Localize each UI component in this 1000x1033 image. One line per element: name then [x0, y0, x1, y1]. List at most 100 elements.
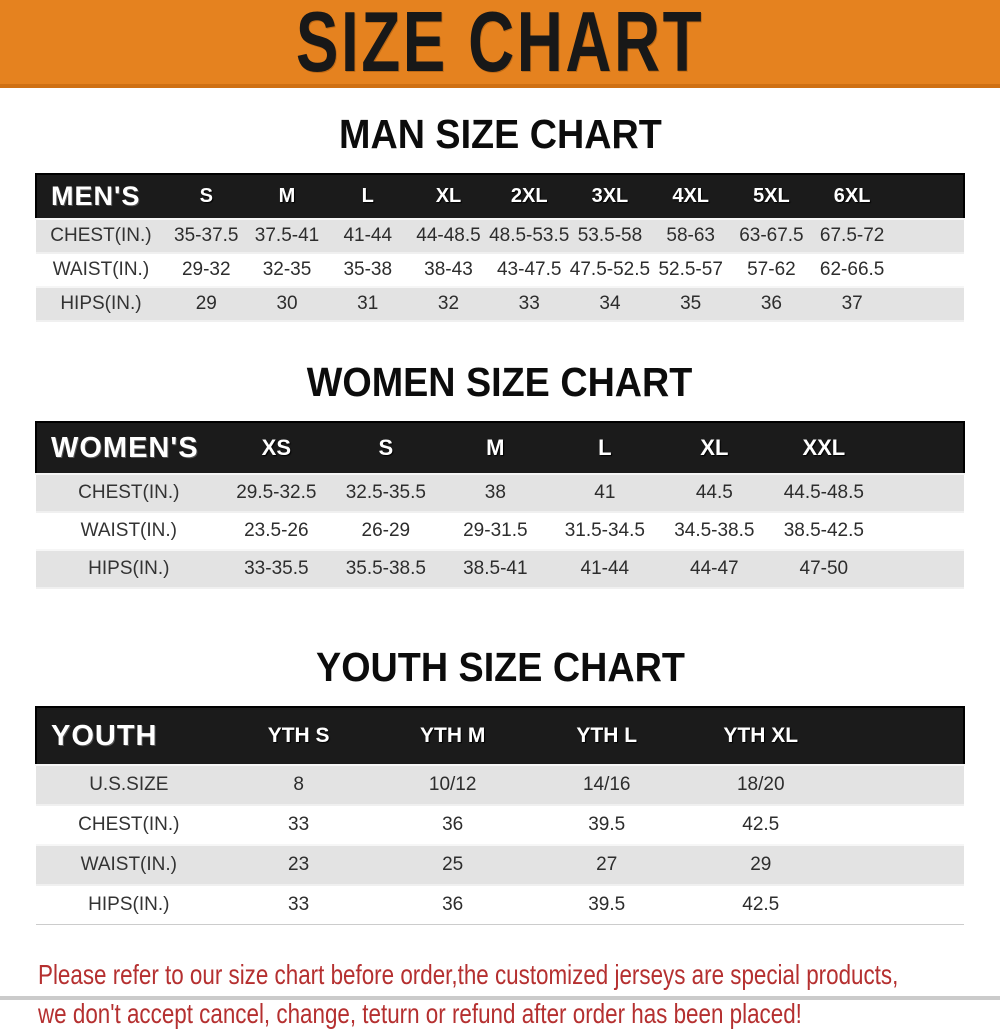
men-value-cell: 63-67.5: [731, 218, 812, 254]
women-row-filler: [878, 512, 964, 550]
men-value-cell: 29: [165, 286, 247, 322]
men-size-column-3: L: [327, 174, 409, 219]
women-row-filler: [878, 473, 964, 513]
men-value-cell: 31: [327, 286, 409, 322]
men-value-cell: 58-63: [650, 218, 732, 254]
women-size-section: WOMEN SIZE CHART WOMEN'S XS S M L XL XXL CHEST(…: [0, 362, 1000, 589]
women-value-cell: 44.5: [659, 473, 770, 513]
youth-value-cell: 36: [375, 805, 530, 845]
women-value-cell: 31.5-34.5: [550, 512, 660, 550]
women-header-filler: [878, 422, 964, 474]
youth-value-cell: 33: [221, 885, 376, 925]
bottom-divider: [0, 996, 1000, 1000]
men-size-column-5: 2XL: [488, 174, 570, 219]
women-size-column-4: L: [550, 422, 660, 474]
men-value-cell: 37.5-41: [246, 218, 328, 254]
youth-value-cell: 39.5: [529, 885, 684, 925]
women-value-cell: 41-44: [550, 549, 660, 589]
men-value-cell: 30: [246, 286, 328, 322]
men-row-label: WAIST(IN.): [36, 253, 166, 287]
youth-size-column-3: YTH L: [529, 707, 684, 765]
youth-row-hips-in: HIPS(IN.) 33 36 39.5 42.5: [36, 885, 964, 925]
youth-value-cell: 42.5: [683, 805, 838, 845]
men-size-column-9: 6XL: [811, 174, 893, 219]
men-row-waist-in: WAIST(IN.) 29-32 32-35 35-38 38-43 43-47.5 47.…: [36, 253, 964, 287]
men-value-cell: 32: [408, 286, 489, 322]
women-value-cell: 34.5-38.5: [659, 512, 770, 550]
women-row-filler: [878, 549, 964, 589]
women-value-cell: 41: [550, 473, 660, 513]
men-value-cell: 57-62: [731, 253, 812, 287]
youth-size-column-4: YTH XL: [683, 707, 838, 765]
youth-header-filler: [837, 707, 964, 765]
men-value-cell: 44-48.5: [408, 218, 489, 254]
men-value-cell: 48.5-53.5: [488, 218, 570, 254]
women-value-cell: 44-47: [659, 549, 770, 589]
women-value-cell: 26-29: [331, 512, 441, 550]
youth-row-label: WAIST(IN.): [36, 844, 222, 886]
banner: SIZE CHART: [0, 0, 1000, 90]
men-size-column-4: XL: [408, 174, 489, 219]
youth-row-u-s-size: U.S.SIZE 8 10/12 14/16 18/20: [36, 764, 964, 806]
women-row-waist-in: WAIST(IN.) 23.5-26 26-29 29-31.5 31.5-34.5 34…: [36, 512, 964, 550]
men-value-cell: 35-37.5: [165, 218, 247, 254]
notice-line-1: Please refer to our size chart before or…: [38, 959, 899, 990]
women-value-cell: 32.5-35.5: [331, 473, 441, 513]
men-value-cell: 29-32: [165, 253, 247, 287]
youth-row-label: HIPS(IN.): [36, 885, 222, 925]
youth-value-cell: 18/20: [683, 764, 838, 806]
youth-size-column-2: YTH M: [375, 707, 530, 765]
men-value-cell: 35: [650, 286, 732, 322]
men-size-column-1: S: [165, 174, 247, 219]
youth-size-column-1: YTH S: [221, 707, 376, 765]
youth-value-cell: 29: [683, 844, 838, 886]
women-value-cell: 44.5-48.5: [769, 473, 879, 513]
men-row-filler: [892, 286, 964, 322]
men-row-label: HIPS(IN.): [36, 286, 166, 322]
youth-value-cell: 27: [529, 844, 684, 886]
women-value-cell: 47-50: [769, 549, 879, 589]
women-value-cell: 38.5-42.5: [769, 512, 879, 550]
men-value-cell: 37: [811, 286, 893, 322]
women-value-cell: 23.5-26: [221, 512, 332, 550]
women-value-cell: 38.5-41: [440, 549, 551, 589]
men-value-cell: 43-47.5: [488, 253, 570, 287]
men-header-filler: [892, 174, 964, 219]
men-value-cell: 53.5-58: [569, 218, 651, 254]
women-row-label: HIPS(IN.): [36, 549, 222, 589]
youth-value-cell: 36: [375, 885, 530, 925]
men-size-section: MAN SIZE CHART MEN'S S M L XL 2XL 3XL 4XL 5XL 6XL…: [0, 114, 1000, 322]
women-row-hips-in: HIPS(IN.) 33-35.5 35.5-38.5 38.5-41 41-44 44-…: [36, 549, 964, 589]
youth-section-heading-text: YOUTH SIZE CHART: [315, 644, 685, 690]
women-size-column-3: M: [440, 422, 551, 474]
youth-section-heading: YOUTH SIZE CHART: [0, 647, 1000, 688]
women-row-label: CHEST(IN.): [36, 473, 222, 513]
women-value-cell: 29.5-32.5: [221, 473, 332, 513]
women-value-cell: 38: [440, 473, 551, 513]
women-section-heading: WOMEN SIZE CHART: [0, 362, 1000, 403]
youth-table-header-row: YOUTH YTH S YTH M YTH L YTH XL: [36, 707, 964, 765]
men-value-cell: 33: [488, 286, 570, 322]
women-size-table: WOMEN'S XS S M L XL XXL CHEST(IN.) 29.5-32.5 32.5…: [35, 421, 965, 589]
men-value-cell: 35-38: [327, 253, 409, 287]
men-size-column-6: 3XL: [569, 174, 651, 219]
banner-title: SIZE CHART: [295, 0, 705, 90]
youth-value-cell: 42.5: [683, 885, 838, 925]
women-section-heading-text: WOMEN SIZE CHART: [307, 359, 693, 405]
youth-value-cell: 14/16: [529, 764, 684, 806]
men-value-cell: 67.5-72: [811, 218, 893, 254]
men-value-cell: 36: [731, 286, 812, 322]
women-table-header-row: WOMEN'S XS S M L XL XXL: [36, 422, 964, 474]
men-value-cell: 62-66.5: [811, 253, 893, 287]
men-section-heading-text: MAN SIZE CHART: [338, 111, 662, 157]
men-row-filler: [892, 218, 964, 254]
youth-value-cell: 33: [221, 805, 376, 845]
youth-value-cell: 8: [221, 764, 376, 806]
women-value-cell: 29-31.5: [440, 512, 551, 550]
men-size-table: MEN'S S M L XL 2XL 3XL 4XL 5XL 6XL CHEST(IN.) 35-37…: [35, 173, 965, 322]
youth-row-filler: [837, 844, 964, 886]
youth-row-filler: [837, 805, 964, 845]
men-value-cell: 52.5-57: [650, 253, 732, 287]
youth-row-label: U.S.SIZE: [36, 764, 222, 806]
